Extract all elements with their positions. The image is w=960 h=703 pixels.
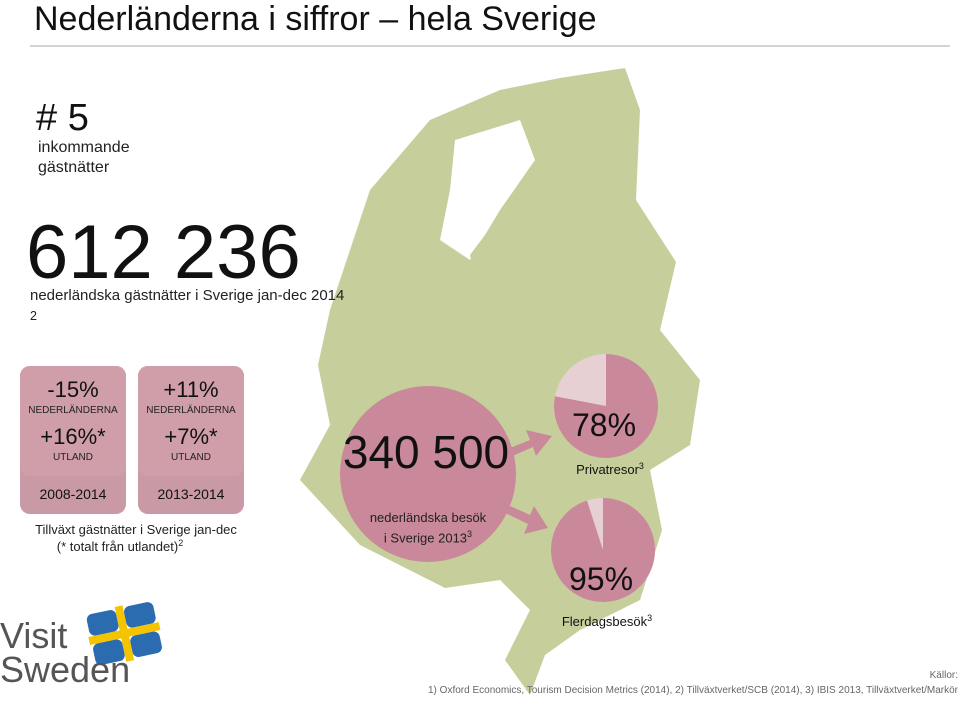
logo-text: Sweden	[0, 649, 130, 690]
growth-note-text: (* totalt från utlandet)	[57, 539, 178, 554]
abroad-growth: +16%*	[40, 424, 106, 449]
visits-circle	[340, 386, 516, 562]
polder	[470, 215, 520, 300]
abroad-label: UTLAND	[53, 452, 93, 463]
abroad-growth: +7%*	[164, 424, 218, 449]
logo-text: Visit	[0, 615, 67, 656]
pie-caption: Privatresor3	[576, 461, 644, 477]
sources-label: Källor:	[930, 670, 958, 681]
pie-label: 78%	[572, 407, 636, 443]
pie-caption-text: Flerdagsbesök	[562, 614, 648, 629]
big-caption: nederländska gästnätter i Sverige jan-de…	[30, 287, 345, 304]
growth-note: (* totalt från utlandet)2	[57, 538, 183, 554]
nl-label: NEDERLÄNDERNA	[28, 404, 118, 416]
growth-box-top	[138, 366, 244, 476]
visits-number: 340 500	[343, 426, 509, 478]
rank: # 5	[36, 97, 89, 139]
nl-label: NEDERLÄNDERNA	[146, 404, 236, 416]
visits-caption-box: nederländska besök i Sverige 20133	[369, 510, 487, 546]
big-number: 612 236	[26, 210, 301, 295]
growth-box-top	[20, 366, 126, 476]
arrow	[505, 505, 548, 534]
pie-caption: Flerdagsbesök3	[562, 613, 652, 629]
pie-slice	[554, 354, 658, 458]
pie-caption-text: Privatresor	[576, 462, 640, 477]
footnote: 2	[178, 538, 183, 548]
rank-label: inkommande gästnätter	[38, 139, 130, 176]
pie-label: 95%	[569, 561, 633, 597]
abroad-label: UTLAND	[171, 452, 211, 463]
title: Nederländerna i siffror – hela Sverige	[34, 0, 597, 38]
growth-note: Tillväxt gästnätter i Sverige jan-dec	[35, 522, 237, 537]
nl-growth: -15%	[47, 377, 98, 402]
logo-flag	[86, 602, 162, 665]
sources: 1) Oxford Economics, Tourism Decision Me…	[428, 685, 959, 696]
period: 2013-2014	[158, 486, 225, 502]
footnote: 3	[467, 529, 473, 539]
footnote: 3	[639, 461, 644, 471]
visits-caption: nederländska besök i Sverige 2013	[369, 510, 487, 546]
footnote: 3	[647, 613, 652, 623]
period: 2008-2014	[40, 486, 107, 502]
footnote: 2	[30, 309, 37, 323]
pie-slice	[551, 498, 656, 602]
rank-label-box: inkommande gästnätter	[38, 139, 130, 176]
lake	[440, 120, 535, 260]
nl-growth: +11%	[163, 377, 218, 402]
big-caption-box: nederländska gästnätter i Sverige jan-de…	[30, 287, 345, 323]
arrow	[505, 430, 552, 458]
